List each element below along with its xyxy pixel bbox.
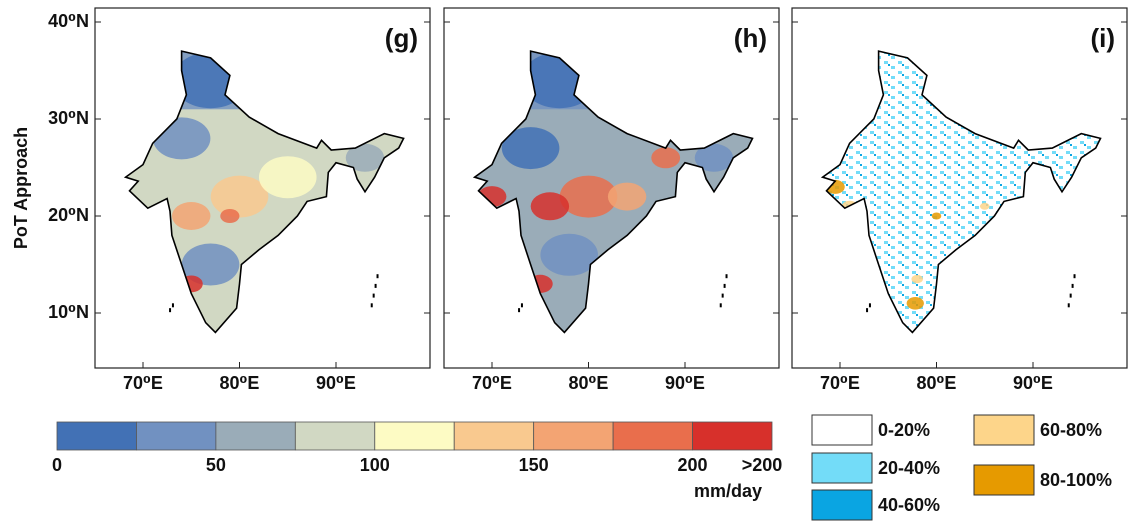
shade-blob <box>528 275 553 293</box>
lon-tick-label: 80⁰E <box>917 373 957 393</box>
island <box>724 284 726 288</box>
lat-tick-label: 40⁰N <box>48 11 89 31</box>
shade-blob <box>211 176 269 218</box>
shade-blob <box>980 203 990 210</box>
island <box>375 284 377 288</box>
colorbar-swatch <box>613 422 692 450</box>
shade-blob <box>172 202 210 230</box>
map-panel <box>444 8 779 368</box>
island <box>726 274 728 278</box>
map-panel <box>95 8 430 368</box>
lon-tick-label: 70⁰E <box>472 373 512 393</box>
shade-blob <box>932 213 942 220</box>
north-shading <box>95 8 430 109</box>
colorbar-swatch <box>534 422 613 450</box>
figure: PoT Approach (g) 70⁰E 80⁰E 90⁰E 40⁰N 30⁰N 20⁰N… <box>0 0 1137 524</box>
colorbar-tick-label: >200 <box>742 455 783 475</box>
colorbar-tick-label: 0 <box>52 455 62 475</box>
shade-blob <box>153 117 211 159</box>
lon-tick-label: 90⁰E <box>665 373 705 393</box>
north-shading <box>444 8 779 109</box>
shade-blob <box>862 56 875 66</box>
island <box>1074 274 1076 278</box>
legend-swatch <box>974 415 1034 445</box>
island <box>866 308 868 312</box>
panel-label: (h) <box>734 23 767 53</box>
lat-tick-label: 10⁰N <box>48 302 89 322</box>
legend-swatch <box>812 415 872 445</box>
colorbar-swatch <box>136 422 215 450</box>
legend-label: 40-60% <box>878 495 940 515</box>
legend-swatch <box>812 453 872 483</box>
island <box>371 303 373 307</box>
lon-tick-label: 80⁰E <box>569 373 609 393</box>
island <box>377 274 379 278</box>
island <box>720 303 722 307</box>
shade-blob <box>531 192 569 220</box>
colorbar-swatch <box>375 422 454 450</box>
island <box>373 294 375 298</box>
island <box>521 303 523 307</box>
legend-label: 0-20% <box>878 420 930 440</box>
island <box>1068 303 1070 307</box>
colorbar-tick-label: 200 <box>678 455 708 475</box>
shade-blob <box>180 276 203 293</box>
colorbar-swatch <box>57 422 136 450</box>
shade-blob <box>608 183 646 211</box>
lon-tick-label: 70⁰E <box>820 373 860 393</box>
lat-tick-label: 20⁰N <box>48 205 89 225</box>
lat-tick-label: 30⁰N <box>48 108 89 128</box>
map-panel <box>792 8 1127 368</box>
legend-label: 20-40% <box>878 458 940 478</box>
legend-label: 80-100% <box>1040 470 1112 490</box>
colorbar-unit: mm/day <box>694 481 762 501</box>
shade-blob <box>651 147 680 168</box>
island <box>169 308 171 312</box>
colorbar-swatch <box>454 422 533 450</box>
colorbar-swatch <box>693 422 772 450</box>
island <box>1070 294 1072 298</box>
shade-blob <box>220 209 239 223</box>
panel-label: (g) <box>385 23 418 53</box>
shade-blob <box>907 297 924 310</box>
colorbar-swatch <box>216 422 295 450</box>
shade-blob <box>911 275 923 283</box>
island <box>518 308 520 312</box>
lon-tick-label: 90⁰E <box>316 373 356 393</box>
lon-tick-label: 80⁰E <box>220 373 260 393</box>
island <box>869 303 871 307</box>
panel-label: (i) <box>1090 23 1115 53</box>
island <box>722 294 724 298</box>
colorbar-swatch <box>295 422 374 450</box>
legend-swatch <box>974 465 1034 495</box>
shade-blob <box>259 156 317 198</box>
legend-swatch <box>812 490 872 520</box>
island <box>172 303 174 307</box>
colorbar-tick-label: 150 <box>519 455 549 475</box>
colorbar-tick-label: 100 <box>360 455 390 475</box>
lon-tick-label: 90⁰E <box>1013 373 1053 393</box>
colorbar-tick-label: 50 <box>206 455 226 475</box>
island <box>1072 284 1074 288</box>
legend-label: 60-80% <box>1040 420 1102 440</box>
lon-tick-label: 70⁰E <box>123 373 163 393</box>
country-fill <box>823 51 1101 332</box>
y-axis-label: PoT Approach <box>11 127 31 249</box>
